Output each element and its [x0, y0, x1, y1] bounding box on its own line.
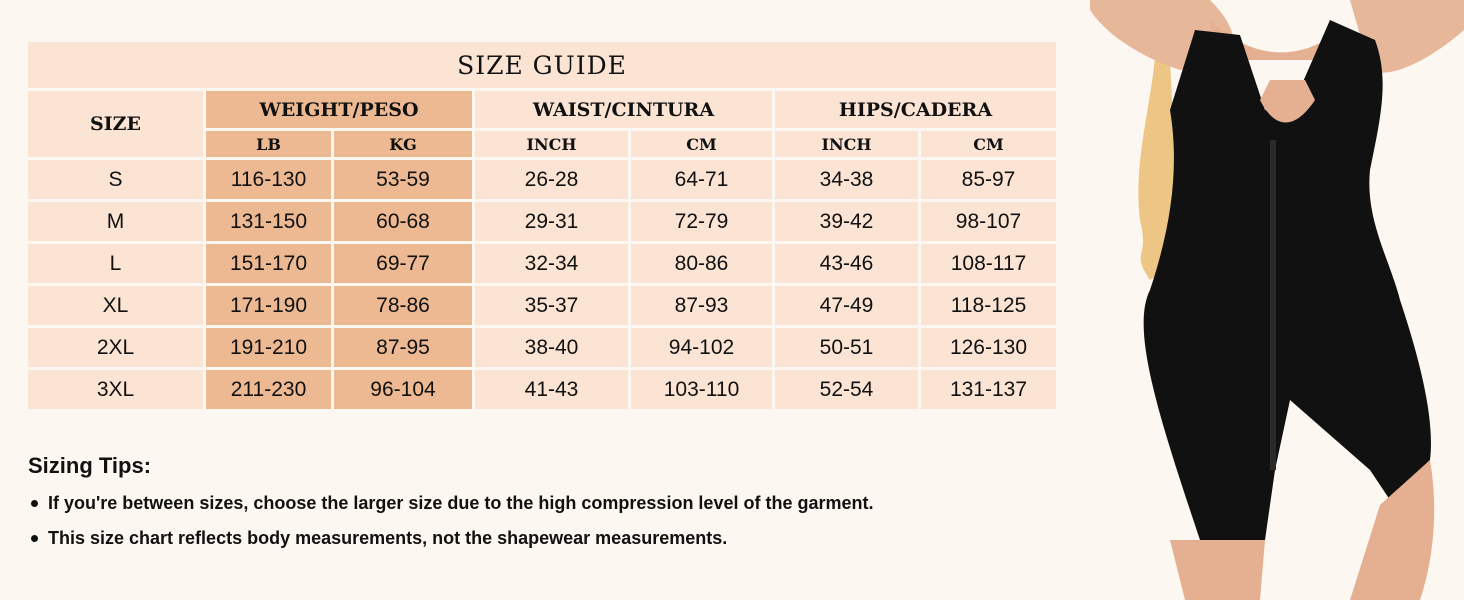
cell-hips-inch: 50-51	[775, 328, 918, 367]
cell-hips-cm: 98-107	[921, 202, 1056, 241]
cell-hips-cm: 108-117	[921, 244, 1056, 283]
model-photo	[1090, 0, 1464, 600]
cell-waist-cm: 64-71	[631, 160, 772, 199]
cell-weight-kg: 78-86	[334, 286, 472, 325]
table-row: 3XL 211-230 96-104 41-43 103-110 52-54 131-137	[28, 370, 1056, 409]
header-hips-inch: INCH	[775, 131, 918, 157]
cell-hips-cm: 131-137	[921, 370, 1056, 409]
cell-hips-cm: 85-97	[921, 160, 1056, 199]
header-lb: LB	[206, 131, 331, 157]
tip-item: This size chart reflects body measuremen…	[28, 528, 873, 549]
cell-waist-inch: 38-40	[475, 328, 628, 367]
cell-hips-inch: 43-46	[775, 244, 918, 283]
cell-waist-cm: 94-102	[631, 328, 772, 367]
cell-hips-inch: 52-54	[775, 370, 918, 409]
cell-weight-kg: 87-95	[334, 328, 472, 367]
table-row: S 116-130 53-59 26-28 64-71 34-38 85-97	[28, 160, 1056, 199]
cell-waist-cm: 80-86	[631, 244, 772, 283]
cell-hips-cm: 118-125	[921, 286, 1056, 325]
cell-waist-inch: 26-28	[475, 160, 628, 199]
cell-weight-kg: 69-77	[334, 244, 472, 283]
cell-waist-inch: 41-43	[475, 370, 628, 409]
cell-hips-inch: 47-49	[775, 286, 918, 325]
cell-size: 2XL	[28, 328, 203, 367]
header-kg: KG	[334, 131, 472, 157]
cell-hips-cm: 126-130	[921, 328, 1056, 367]
header-waist-inch: INCH	[475, 131, 628, 157]
size-guide-table: SIZE GUIDE SIZE WEIGHT/PESO WAIST/CINTUR…	[25, 39, 1059, 412]
table-row: L 151-170 69-77 32-34 80-86 43-46 108-117	[28, 244, 1056, 283]
cell-waist-cm: 103-110	[631, 370, 772, 409]
cell-hips-inch: 34-38	[775, 160, 918, 199]
cell-hips-inch: 39-42	[775, 202, 918, 241]
header-waist: WAIST/CINTURA	[475, 91, 772, 128]
cell-waist-inch: 32-34	[475, 244, 628, 283]
cell-weight-lb: 151-170	[206, 244, 331, 283]
table-row: XL 171-190 78-86 35-37 87-93 47-49 118-125	[28, 286, 1056, 325]
header-waist-cm: CM	[631, 131, 772, 157]
cell-size: S	[28, 160, 203, 199]
cell-weight-lb: 171-190	[206, 286, 331, 325]
header-weight: WEIGHT/PESO	[206, 91, 472, 128]
table-title: SIZE GUIDE	[28, 42, 1056, 88]
header-hips-cm: CM	[921, 131, 1056, 157]
tip-item: If you're between sizes, choose the larg…	[28, 493, 873, 514]
table-row: 2XL 191-210 87-95 38-40 94-102 50-51 126-130	[28, 328, 1056, 367]
cell-size: M	[28, 202, 203, 241]
tips-heading: Sizing Tips:	[28, 453, 152, 478]
sizing-tips: Sizing Tips: If you're between sizes, ch…	[28, 453, 873, 563]
cell-weight-lb: 131-150	[206, 202, 331, 241]
cell-size: XL	[28, 286, 203, 325]
header-size: SIZE	[28, 91, 203, 157]
cell-size: L	[28, 244, 203, 283]
cell-weight-lb: 211-230	[206, 370, 331, 409]
header-hips: HIPS/CADERA	[775, 91, 1056, 128]
cell-waist-cm: 87-93	[631, 286, 772, 325]
cell-waist-inch: 35-37	[475, 286, 628, 325]
cell-waist-cm: 72-79	[631, 202, 772, 241]
cell-weight-lb: 191-210	[206, 328, 331, 367]
cell-weight-lb: 116-130	[206, 160, 331, 199]
table-row: M 131-150 60-68 29-31 72-79 39-42 98-107	[28, 202, 1056, 241]
cell-weight-kg: 96-104	[334, 370, 472, 409]
cell-weight-kg: 60-68	[334, 202, 472, 241]
cell-weight-kg: 53-59	[334, 160, 472, 199]
cell-size: 3XL	[28, 370, 203, 409]
cell-waist-inch: 29-31	[475, 202, 628, 241]
